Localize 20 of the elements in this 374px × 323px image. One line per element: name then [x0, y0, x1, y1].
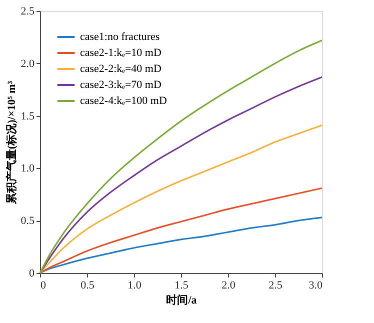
y-tick-label: 2.5	[20, 6, 35, 18]
x-tick-label: 0.5	[80, 280, 95, 292]
legend-label: case2-4:kₑ=100 mD	[80, 95, 167, 107]
x-tick-label: 3.0	[308, 280, 323, 292]
y-tick-label: 1.0	[20, 162, 35, 175]
y-tick-label: 1.5	[20, 110, 35, 122]
y-tick-label: 2.0	[20, 58, 35, 70]
x-tick-label: 1.5	[174, 280, 189, 292]
legend-label: case2-3:kₑ=70 mD	[80, 79, 162, 91]
legend-label: case2-1:kₑ=10 mD	[80, 47, 162, 59]
x-tick-label: 1.0	[128, 280, 142, 292]
legend-label: case1:no fractures	[80, 31, 160, 43]
y-axis-title: 累积产气量(标况)/×10⁵ m³	[4, 80, 18, 206]
x-axis-title: 时间/a	[166, 294, 198, 306]
y-tick-label: 0.5	[20, 215, 35, 228]
x-tick-label: 0	[40, 280, 46, 292]
x-tick-label: 2.0	[222, 280, 236, 292]
y-tick-label: 0	[29, 268, 35, 280]
legend-label: case2-2:kₑ=40 mD	[80, 63, 162, 75]
x-tick-label: 2.5	[268, 280, 283, 292]
